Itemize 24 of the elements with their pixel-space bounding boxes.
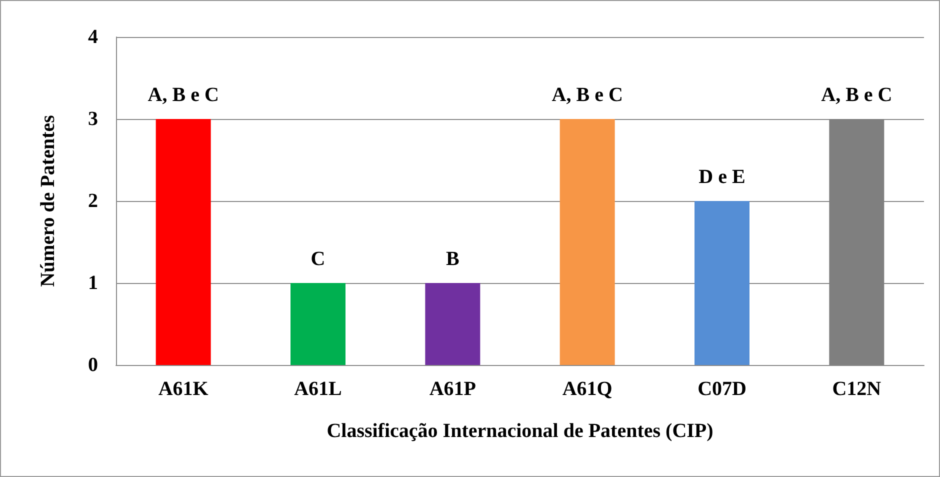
y-tick-label: 0 bbox=[88, 354, 98, 376]
y-tick-label: 1 bbox=[88, 272, 98, 294]
data-label: A, B e C bbox=[821, 84, 892, 106]
x-tick-label: C07D bbox=[698, 378, 746, 400]
bar bbox=[290, 283, 346, 365]
bar bbox=[560, 119, 615, 365]
data-label: B bbox=[446, 248, 460, 270]
data-label: A, B e C bbox=[552, 84, 623, 106]
x-tick-label: A61L bbox=[294, 378, 342, 400]
x-tick-label: A61P bbox=[429, 378, 476, 400]
bar bbox=[694, 201, 750, 365]
y-tick-label: 4 bbox=[88, 26, 98, 48]
data-label: A, B e C bbox=[148, 84, 219, 106]
x-tick-label: C12N bbox=[832, 378, 882, 400]
bar bbox=[156, 119, 211, 365]
x-tick-label: A61K bbox=[158, 378, 209, 400]
data-label: D e E bbox=[698, 166, 746, 188]
x-tick-label: A61Q bbox=[562, 378, 612, 400]
data-label: C bbox=[310, 248, 326, 270]
x-axis-title: Classificação Internacional de Patentes (CIP) bbox=[326, 420, 714, 442]
y-tick-label: 3 bbox=[88, 108, 98, 130]
bar bbox=[425, 283, 480, 365]
y-tick-label: 2 bbox=[88, 190, 98, 212]
y-axis-title: Número de Patentes bbox=[37, 114, 59, 287]
